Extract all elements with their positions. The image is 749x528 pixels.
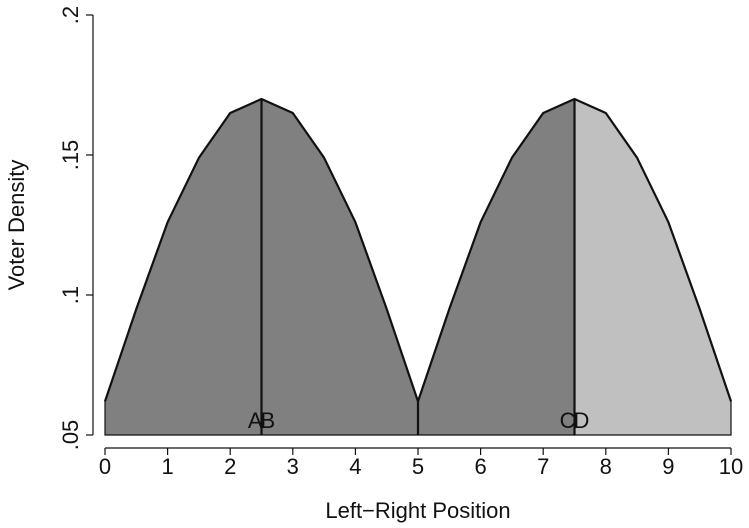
x-tick-label: 0	[99, 454, 111, 479]
annotation: A	[248, 408, 263, 433]
y-tick-label: .05	[58, 420, 83, 451]
y-axis-title: Voter Density	[4, 160, 29, 291]
annotation: D	[574, 408, 590, 433]
x-tick-label: 5	[412, 454, 424, 479]
annotation: C	[560, 408, 576, 433]
x-tick-label: 6	[474, 454, 486, 479]
annotation: B	[261, 408, 276, 433]
x-tick-label: 4	[349, 454, 361, 479]
area-region	[573, 98, 732, 436]
area-region	[104, 98, 576, 436]
x-tick-label: 10	[719, 454, 743, 479]
x-tick-label: 8	[600, 454, 612, 479]
x-axis-title: Left−Right Position	[325, 498, 510, 523]
y-tick-label: .1	[58, 286, 83, 304]
y-tick-label: .2	[58, 6, 83, 24]
x-tick-label: 2	[224, 454, 236, 479]
x-tick-label: 9	[662, 454, 674, 479]
y-tick-label: .15	[58, 140, 83, 171]
x-tick-label: 7	[537, 454, 549, 479]
x-tick-label: 3	[287, 454, 299, 479]
x-tick-label: 1	[161, 454, 173, 479]
